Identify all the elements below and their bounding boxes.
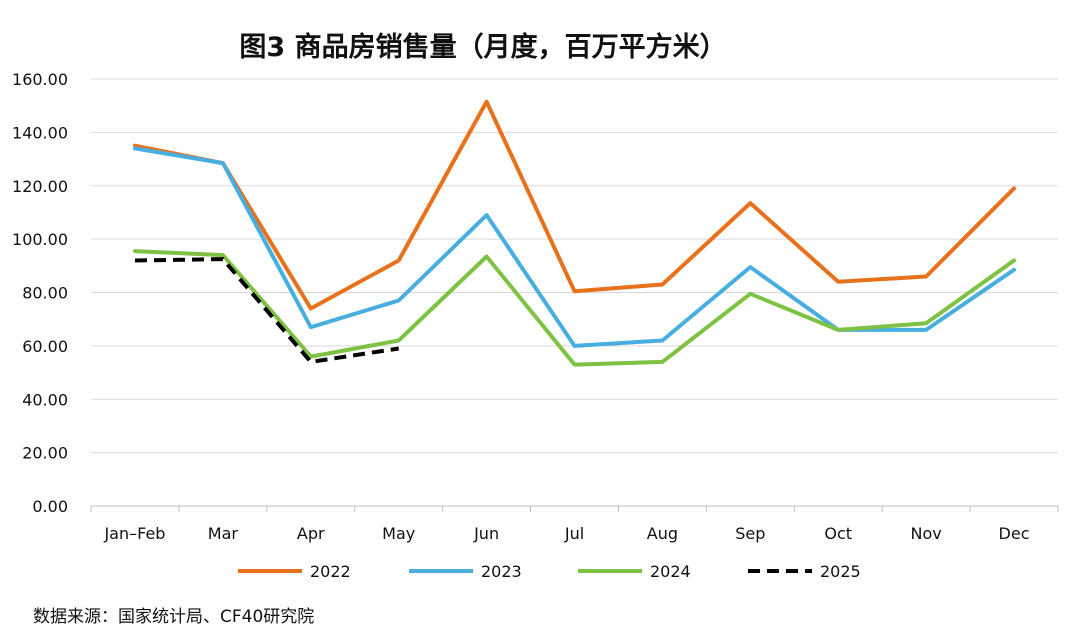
- x-tick-label: Oct: [824, 524, 852, 543]
- y-tick-label: 100.00: [12, 230, 68, 249]
- x-tick-label: Jun: [473, 524, 499, 543]
- y-tick-label: 140.00: [12, 123, 68, 142]
- legend-label-2025: 2025: [820, 562, 861, 581]
- y-tick-label: 0.00: [32, 497, 68, 516]
- y-tick-label: 120.00: [12, 177, 68, 196]
- x-tick-label: Apr: [297, 524, 325, 543]
- x-tick-label: Sep: [735, 524, 765, 543]
- x-axis-tick-labels: Jan–Feb Mar Apr May Jun Jul Aug Sep Oct Nov Dec: [103, 524, 1029, 543]
- y-tick-label: 60.00: [22, 337, 68, 356]
- series-line-2022: [133, 99, 1016, 311]
- legend-label-2022: 2022: [310, 562, 351, 581]
- series-line-2023: [133, 146, 1016, 348]
- grid-lines: [91, 78, 1058, 454]
- source-note: 数据来源：国家统计局、CF40研究院: [33, 607, 315, 627]
- series-line-2025: [134, 257, 400, 364]
- x-tick-label: Jul: [564, 524, 584, 543]
- y-tick-label: 40.00: [22, 390, 68, 409]
- x-tick-label: Mar: [208, 524, 239, 543]
- legend-label-2023: 2023: [481, 562, 522, 581]
- y-tick-label: 160.00: [12, 70, 68, 89]
- y-tick-label: 20.00: [22, 444, 68, 463]
- x-tick-label: Jan–Feb: [103, 524, 165, 543]
- chart-title: 图3 商品房销售量（月度，百万平方米）: [239, 31, 726, 63]
- series-lines: [133, 99, 1016, 367]
- y-tick-label: 80.00: [22, 284, 68, 303]
- legend-label-2024: 2024: [650, 562, 691, 581]
- x-tick-label: Dec: [999, 524, 1030, 543]
- x-tick-label: Nov: [911, 524, 942, 543]
- x-tick-label: Aug: [647, 524, 678, 543]
- series-line-2024: [133, 249, 1016, 367]
- x-tick-label: May: [382, 524, 415, 543]
- x-axis: [90, 505, 1059, 512]
- legend: 2022 2023 2024 2025: [238, 562, 861, 581]
- y-axis-tick-labels: 0.00 20.00 40.00 60.00 80.00 100.00 120.00 140.…: [12, 70, 68, 516]
